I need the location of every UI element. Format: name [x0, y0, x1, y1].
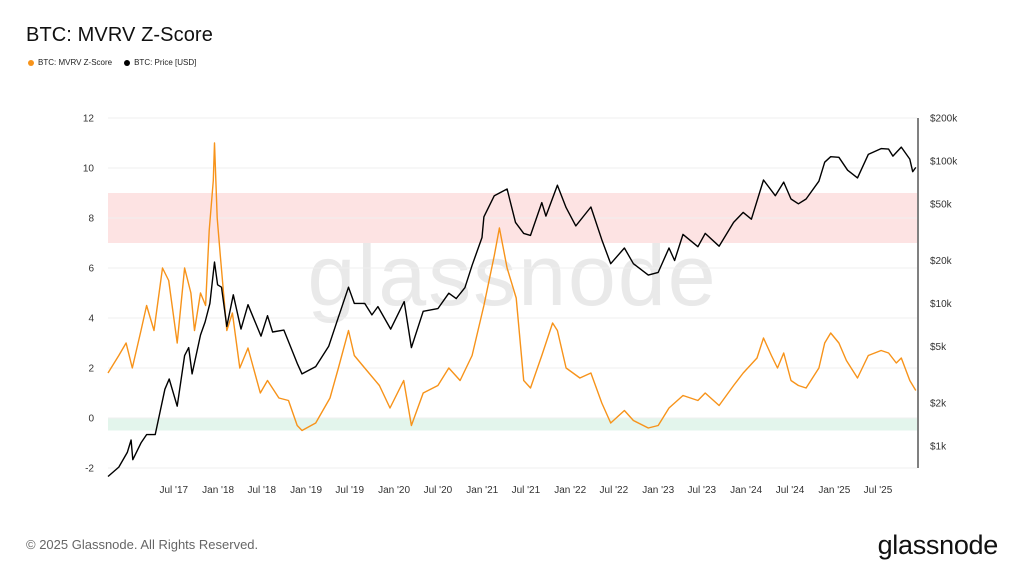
- left-tick-label: 0: [88, 414, 94, 425]
- x-tick-label: Jul '18: [247, 485, 276, 496]
- x-tick-label: Jan '21: [466, 485, 498, 496]
- x-tick-label: Jan '18: [202, 485, 234, 496]
- x-tick-label: Jul '25: [864, 485, 893, 496]
- watermark: glassnode: [307, 228, 717, 324]
- legend-zscore-dot-icon: [28, 59, 34, 66]
- legend-item-price[interactable]: BTC: Price [USD]: [124, 58, 196, 67]
- x-tick-label: Jul '21: [512, 485, 541, 496]
- x-tick-label: Jul '17: [159, 485, 188, 496]
- x-tick-label: Jan '23: [642, 485, 674, 496]
- price-series-line: [107, 146, 917, 478]
- left-tick-label: 2: [88, 364, 94, 375]
- x-tick-label: Jul '22: [600, 485, 629, 496]
- left-tick-label: 4: [88, 314, 94, 325]
- right-tick-label: $1k: [930, 441, 947, 452]
- left-tick-label: 8: [88, 214, 94, 225]
- left-tick-label: 6: [88, 264, 94, 275]
- x-tick-label: Jul '24: [776, 485, 805, 496]
- x-tick-label: Jan '22: [554, 485, 586, 496]
- zone-band-1: [108, 418, 917, 431]
- copyright-text: © 2025 Glassnode. All Rights Reserved.: [26, 537, 259, 552]
- right-tick-label: $10k: [930, 299, 953, 310]
- x-tick-label: Jul '20: [424, 485, 453, 496]
- legend-zscore-label: BTC: MVRV Z-Score: [38, 58, 113, 67]
- left-tick-label: 12: [83, 114, 95, 125]
- glassnode-logo[interactable]: glassnode: [877, 530, 999, 560]
- right-tick-label: $20k: [930, 256, 953, 267]
- left-tick-label: 10: [83, 164, 95, 175]
- x-tick-label: Jan '20: [378, 485, 410, 496]
- legend-price-label: BTC: Price [USD]: [134, 58, 197, 67]
- right-tick-label: $5k: [930, 342, 947, 353]
- x-tick-label: Jan '24: [730, 485, 762, 496]
- x-tick-label: Jul '19: [335, 485, 364, 496]
- x-tick-label: Jan '25: [818, 485, 850, 496]
- right-tick-label: $100k: [930, 156, 958, 167]
- zscore-series-line: [107, 142, 917, 432]
- left-tick-label: -2: [85, 464, 94, 475]
- legend: BTC: MVRV Z-Score BTC: Price [USD]: [28, 58, 196, 67]
- right-tick-label: $200k: [930, 114, 958, 125]
- right-tick-label: $50k: [930, 199, 953, 210]
- chart-title: BTC: MVRV Z-Score: [26, 24, 213, 46]
- right-tick-label: $2k: [930, 399, 947, 410]
- legend-item-zscore[interactable]: BTC: MVRV Z-Score: [28, 58, 112, 67]
- x-tick-label: Jul '23: [687, 485, 716, 496]
- legend-price-dot-icon: [124, 59, 131, 66]
- x-tick-label: Jan '19: [290, 485, 322, 496]
